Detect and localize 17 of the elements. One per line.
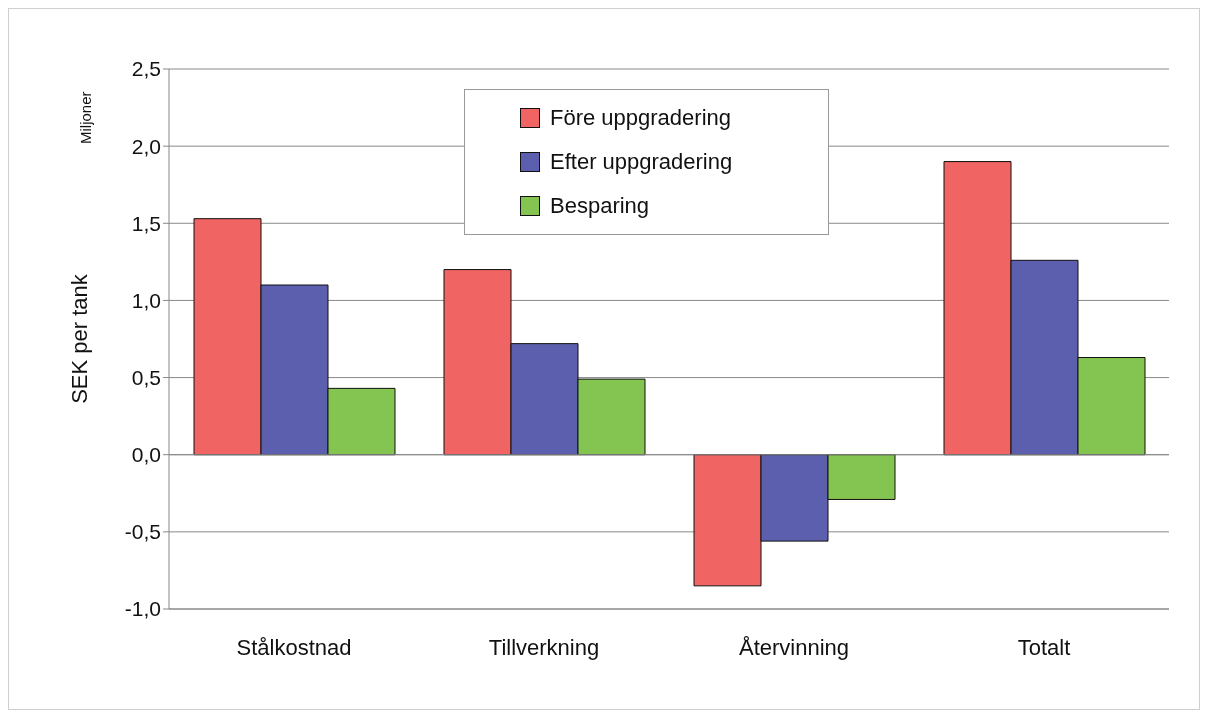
y-tick-label: 0,5 xyxy=(131,366,161,390)
x-tick-label: Stålkostnad xyxy=(236,634,352,660)
legend-label: Efter uppgradering xyxy=(550,149,733,175)
legend-label: Före uppgradering xyxy=(550,105,732,131)
y-tick-label: -0,5 xyxy=(124,520,161,544)
y-tick-label: 2,0 xyxy=(131,134,161,158)
x-tick-label: Totalt xyxy=(1017,634,1071,660)
y-axis-title: SEK per tank xyxy=(66,273,92,404)
legend-label: Besparing xyxy=(550,193,650,219)
x-tick-label: Tillverkning xyxy=(488,634,600,660)
x-tick-label: Återvinning xyxy=(738,634,850,660)
y-tick-label: 2,5 xyxy=(131,57,161,81)
y-tick-label: 0,0 xyxy=(131,443,161,467)
y-tick-label: -1,0 xyxy=(124,597,161,621)
y-tick-label: 1,0 xyxy=(131,288,161,312)
text: Miljoner xyxy=(77,91,94,144)
y-tick-label: 1,5 xyxy=(131,211,161,235)
